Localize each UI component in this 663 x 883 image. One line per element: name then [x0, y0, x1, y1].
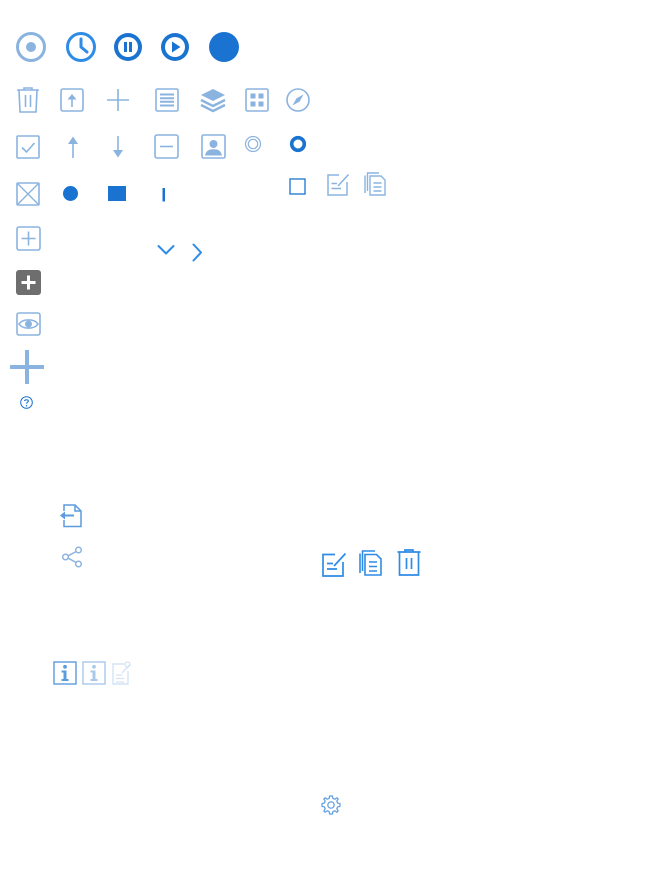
- record-circle-icon[interactable]: [15, 31, 47, 63]
- filled-circle-icon[interactable]: [208, 31, 240, 63]
- list-box-icon[interactable]: [155, 88, 179, 112]
- trash-icon[interactable]: [16, 87, 40, 113]
- checkbox-checked-icon[interactable]: [16, 135, 40, 159]
- info-box-icon[interactable]: [53, 661, 77, 685]
- compass-icon[interactable]: [286, 88, 310, 112]
- share-icon[interactable]: [61, 546, 83, 568]
- stop-square-icon[interactable]: [108, 186, 126, 202]
- trash-icon[interactable]: [397, 549, 421, 576]
- plus-box-icon[interactable]: [16, 226, 41, 251]
- note-edit-icon[interactable]: [112, 661, 132, 685]
- plus-large-icon[interactable]: [10, 350, 44, 384]
- file-import-icon[interactable]: [59, 503, 83, 528]
- radio-selected-icon[interactable]: [289, 135, 307, 153]
- chevron-down-icon[interactable]: [157, 244, 175, 256]
- checkbox-x-icon[interactable]: [16, 182, 40, 206]
- arrow-up-icon[interactable]: [66, 135, 80, 159]
- plus-box-filled-icon[interactable]: [16, 270, 41, 295]
- copy-icon[interactable]: [359, 550, 382, 576]
- arrow-down-icon[interactable]: [111, 135, 125, 159]
- minus-box-icon[interactable]: [154, 134, 179, 159]
- clock-icon[interactable]: [65, 31, 97, 63]
- dot-icon[interactable]: [62, 185, 79, 202]
- play-circle-icon[interactable]: [159, 31, 191, 63]
- layers-icon[interactable]: [200, 87, 226, 113]
- help-circle-icon[interactable]: [20, 396, 33, 409]
- checkbox-empty-icon[interactable]: [289, 178, 306, 195]
- compose-icon[interactable]: [327, 172, 350, 196]
- chevron-right-icon[interactable]: [191, 243, 203, 262]
- copy-icon[interactable]: [364, 172, 386, 196]
- info-box-light-icon[interactable]: [82, 661, 106, 685]
- compose-icon[interactable]: [322, 551, 347, 577]
- radio-unselected-icon[interactable]: [244, 135, 262, 153]
- pause-circle-icon[interactable]: [112, 31, 144, 63]
- plus-thin-icon[interactable]: [106, 88, 130, 112]
- grid-box-icon[interactable]: [245, 88, 269, 112]
- upload-box-icon[interactable]: [60, 88, 84, 112]
- eye-box-icon[interactable]: [16, 312, 41, 336]
- text-cursor-icon[interactable]: [162, 188, 166, 202]
- gear-icon[interactable]: [321, 795, 341, 815]
- contact-box-icon[interactable]: [201, 134, 226, 159]
